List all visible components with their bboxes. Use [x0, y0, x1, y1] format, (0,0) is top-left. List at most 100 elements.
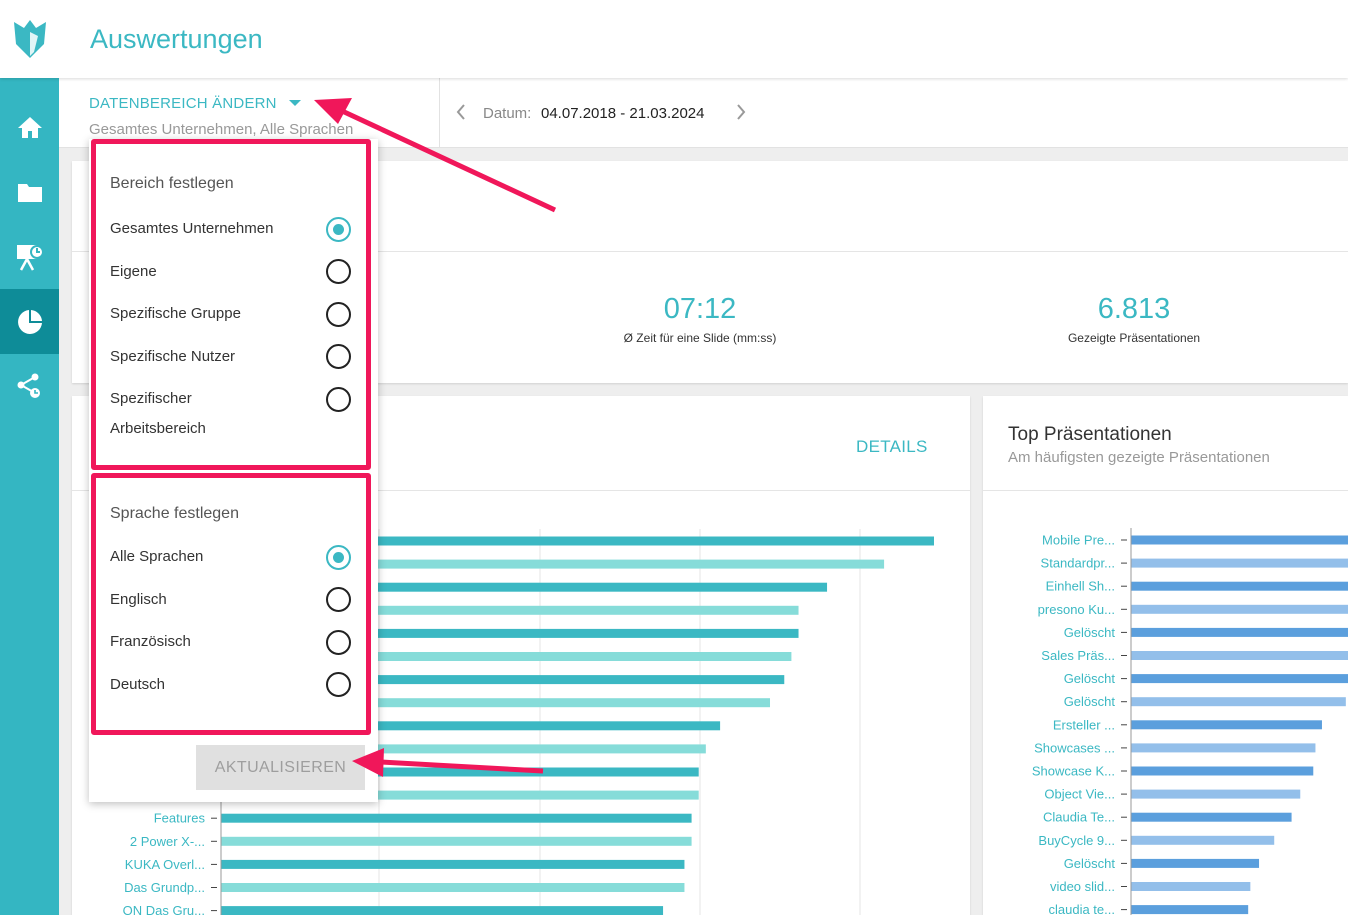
bar[interactable] [221, 883, 685, 892]
sidebar-item-home[interactable] [0, 94, 59, 159]
bar[interactable] [221, 721, 721, 731]
bar[interactable] [1131, 789, 1301, 799]
pie-chart-icon [17, 309, 42, 334]
home-icon [17, 116, 42, 138]
tick-label: presono Ku... [1038, 602, 1115, 617]
tick-label: Claudia Te... [1043, 810, 1115, 825]
bar[interactable] [1131, 858, 1260, 868]
bar[interactable] [1131, 674, 1348, 684]
tick-label: KUKA Overl... [125, 857, 205, 872]
top-presentations-bars: Mobile Pre... Standardpr... Einhell Sh... p… [1032, 528, 1348, 915]
bar[interactable] [221, 536, 934, 546]
language-section-title: Sprache festlegen [110, 505, 239, 522]
kpi-label: Ø Zeit für eine Slide (mm:ss) [623, 331, 777, 345]
area-section-title: Bereich festlegen [110, 175, 234, 192]
bar[interactable] [1131, 581, 1348, 591]
bar[interactable] [1131, 627, 1348, 637]
area-section: Bereich festlegen Gesamtes Unternehmen Ei… [91, 139, 371, 470]
sidebar-item-analytics[interactable] [0, 289, 59, 354]
radio-unchecked-icon[interactable] [326, 629, 351, 655]
bar[interactable] [221, 744, 706, 754]
radio-option-label[interactable]: Englisch [110, 590, 167, 608]
tick-label: Object Vie... [1044, 787, 1115, 802]
language-section: Sprache festlegen Alle Sprachen Englisch F… [91, 473, 371, 735]
top-bar: Auswertungen [0, 0, 1348, 78]
bar[interactable] [1131, 766, 1314, 776]
kpi-value: 07:12 [663, 293, 737, 325]
slides-bars: Features 2 Power X-... KUKA Overl... Das Gr… [123, 529, 934, 915]
radio-unchecked-icon[interactable] [326, 587, 351, 612]
bar[interactable] [221, 559, 885, 569]
radio-option-label[interactable]: Deutsch [110, 675, 166, 693]
card-title: Top Präsentationen [1008, 424, 1172, 445]
bar[interactable] [1131, 604, 1348, 614]
divider [983, 490, 1348, 491]
presentation-icon [16, 244, 44, 271]
change-range-button[interactable]: DATENBEREICH ÄNDERN [89, 95, 277, 112]
bar[interactable] [221, 813, 692, 823]
tick-label: Gelöscht [1064, 694, 1116, 709]
sidebar-item-presentations[interactable] [0, 224, 59, 289]
bar[interactable] [1131, 812, 1292, 822]
bar[interactable] [221, 790, 699, 800]
radio-option-label[interactable]: Spezifische Nutzer [110, 347, 236, 365]
tick-label: Showcase K... [1032, 764, 1115, 779]
tick-label: 2 Power X-... [130, 834, 205, 849]
page-title: Auswertungen [90, 24, 263, 54]
tick-label: Gelöscht [1064, 625, 1116, 640]
radio-option-label[interactable]: Gesamtes Unternehmen [110, 220, 274, 237]
bar[interactable] [1131, 558, 1348, 568]
bar[interactable] [221, 698, 771, 708]
bar[interactable] [221, 605, 799, 615]
bar[interactable] [221, 582, 828, 592]
divider [72, 490, 970, 491]
radio-option-label[interactable]: Französisch [110, 633, 191, 650]
tick-label: Gelöscht [1064, 856, 1116, 871]
tick-label: claudia te... [1049, 902, 1116, 915]
radio-unchecked-icon[interactable] [326, 386, 351, 412]
bar[interactable] [221, 652, 792, 661]
bar[interactable] [1131, 697, 1346, 707]
tick-label: Ersteller ... [1053, 717, 1115, 732]
radio-checked-icon[interactable] [326, 216, 351, 242]
radio-option-label[interactable]: Eigene [110, 262, 157, 280]
bar[interactable] [1131, 535, 1348, 545]
tick-label: Sales Präs... [1041, 648, 1115, 663]
radio-unchecked-icon[interactable] [326, 259, 351, 284]
details-link[interactable]: DETAILS [856, 437, 928, 456]
radio-unchecked-icon[interactable] [326, 344, 351, 369]
bar[interactable] [221, 836, 692, 846]
bar[interactable] [1131, 651, 1348, 660]
bar[interactable] [221, 906, 664, 915]
bar[interactable] [1131, 743, 1316, 753]
bar[interactable] [221, 859, 685, 869]
divider [72, 251, 1348, 252]
bar[interactable] [1131, 882, 1251, 891]
bar[interactable] [1131, 720, 1322, 730]
tick-label: Features [154, 811, 206, 826]
bar[interactable] [221, 628, 799, 638]
tick-label: Das Grundp... [124, 880, 205, 895]
bar[interactable] [221, 675, 785, 685]
tick-label: video slid... [1050, 879, 1115, 894]
sidebar [0, 78, 59, 915]
caret-down-icon[interactable] [289, 100, 301, 106]
tick-label: Gelöscht [1064, 671, 1116, 686]
radio-option-label[interactable]: Spezifischer Arbeitsbereich [110, 390, 206, 437]
bar[interactable] [1131, 905, 1249, 915]
radio-checked-icon[interactable] [326, 544, 351, 570]
sidebar-item-shares[interactable] [0, 354, 59, 419]
radio-unchecked-icon[interactable] [326, 672, 351, 697]
tick-label: ON Das Gru... [123, 903, 205, 915]
range-summary: Gesamtes Unternehmen, Alle Sprachen [89, 121, 354, 138]
chevron-right-icon[interactable] [735, 103, 747, 121]
fox-logo-icon[interactable] [0, 0, 59, 78]
radio-unchecked-icon[interactable] [326, 301, 351, 327]
radio-option-label[interactable]: Alle Sprachen [110, 548, 204, 565]
update-button[interactable]: AKTUALISIEREN [196, 745, 365, 790]
sidebar-item-files[interactable] [0, 159, 59, 224]
kpi-label: Gezeigte Präsentationen [1067, 331, 1201, 345]
radio-option-label[interactable]: Spezifische Gruppe [110, 305, 241, 322]
bar[interactable] [1131, 835, 1275, 845]
